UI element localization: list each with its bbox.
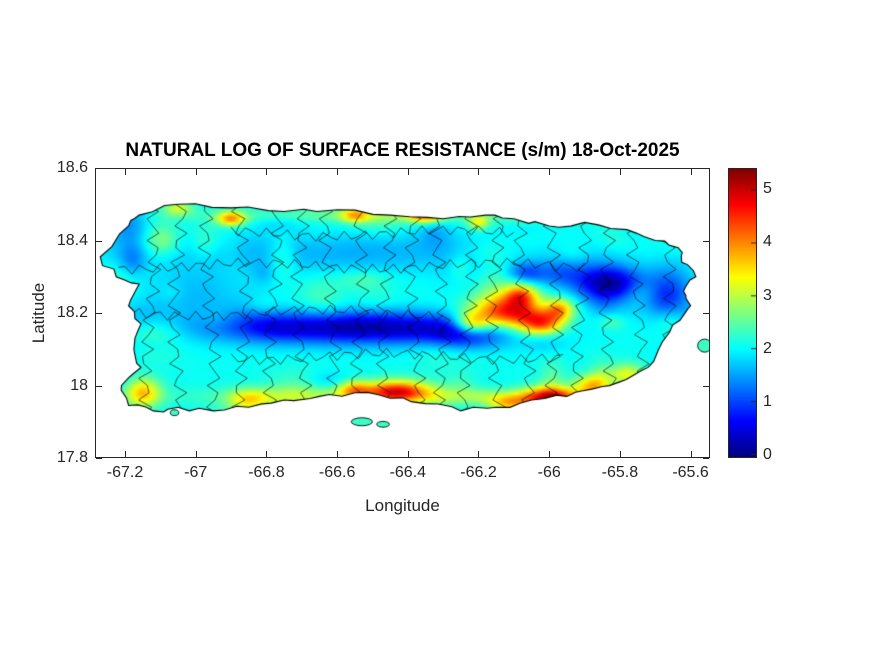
colorbar-tick-label: 5 [763, 180, 772, 198]
x-axis-label: Longitude [365, 496, 440, 515]
colorbar-tick-label: 1 [763, 393, 772, 411]
x-tick-mark [266, 451, 268, 457]
x-tick-label: -65.6 [672, 464, 709, 481]
colorbar-gradient [729, 169, 756, 457]
y-tick-label: 18.4 [56, 231, 88, 249]
colorbar-tick-label: 0 [763, 446, 772, 464]
x-tick-mark [195, 451, 197, 457]
colorbar [728, 168, 757, 458]
y-tick-mark [96, 168, 102, 169]
x-tick-mark [549, 451, 551, 457]
x-tick-mark-top [125, 169, 127, 175]
y-tick-mark-right [703, 168, 709, 169]
y-tick-label: 18.6 [56, 159, 88, 176]
y-tick-mark-right [703, 458, 709, 459]
colorbar-tick-label: 2 [763, 339, 772, 357]
x-tick-mark [478, 451, 480, 457]
x-tick-mark-top [337, 169, 339, 175]
x-tick-mark [407, 451, 409, 457]
x-tick-mark-top [266, 169, 268, 175]
x-tick-mark [619, 451, 621, 457]
x-tick-label: -66.6 [318, 464, 356, 481]
y-tick-mark [96, 240, 102, 242]
y-tick-mark-right [703, 385, 709, 387]
x-tick-label: -67 [184, 464, 208, 481]
x-tick-mark [690, 451, 692, 457]
y-tick-label: 18.2 [56, 304, 88, 321]
x-tick-mark [337, 451, 339, 457]
heatmap-canvas [95, 168, 710, 458]
x-tick-mark [125, 451, 127, 457]
x-tick-label: -66 [537, 464, 561, 481]
colorbar-tick-label: 4 [763, 233, 772, 251]
x-tick-mark-top [619, 169, 621, 175]
x-tick-label: -66.4 [389, 464, 427, 481]
y-tick-label: 17.8 [56, 449, 88, 466]
y-tick-mark-right [703, 240, 709, 242]
y-tick-label: 18 [70, 376, 88, 394]
y-tick-mark [96, 313, 102, 314]
colorbar-tick-label: 3 [763, 286, 772, 304]
x-tick-mark-top [690, 169, 692, 175]
y-tick-mark [96, 385, 102, 387]
y-tick-mark-right [703, 313, 709, 314]
x-tick-mark-top [549, 169, 551, 175]
x-tick-mark-top [407, 169, 409, 175]
chart-title: NATURAL LOG OF SURFACE RESISTANCE (s/m) … [125, 140, 680, 161]
x-tick-label: -65.8 [601, 464, 639, 481]
x-tick-mark-top [478, 169, 480, 175]
x-tick-label: -67.2 [106, 464, 144, 481]
x-tick-mark-top [195, 169, 197, 175]
y-tick-mark [96, 458, 102, 459]
x-tick-label: -66.2 [460, 464, 497, 481]
x-tick-label: -66.8 [248, 464, 285, 481]
